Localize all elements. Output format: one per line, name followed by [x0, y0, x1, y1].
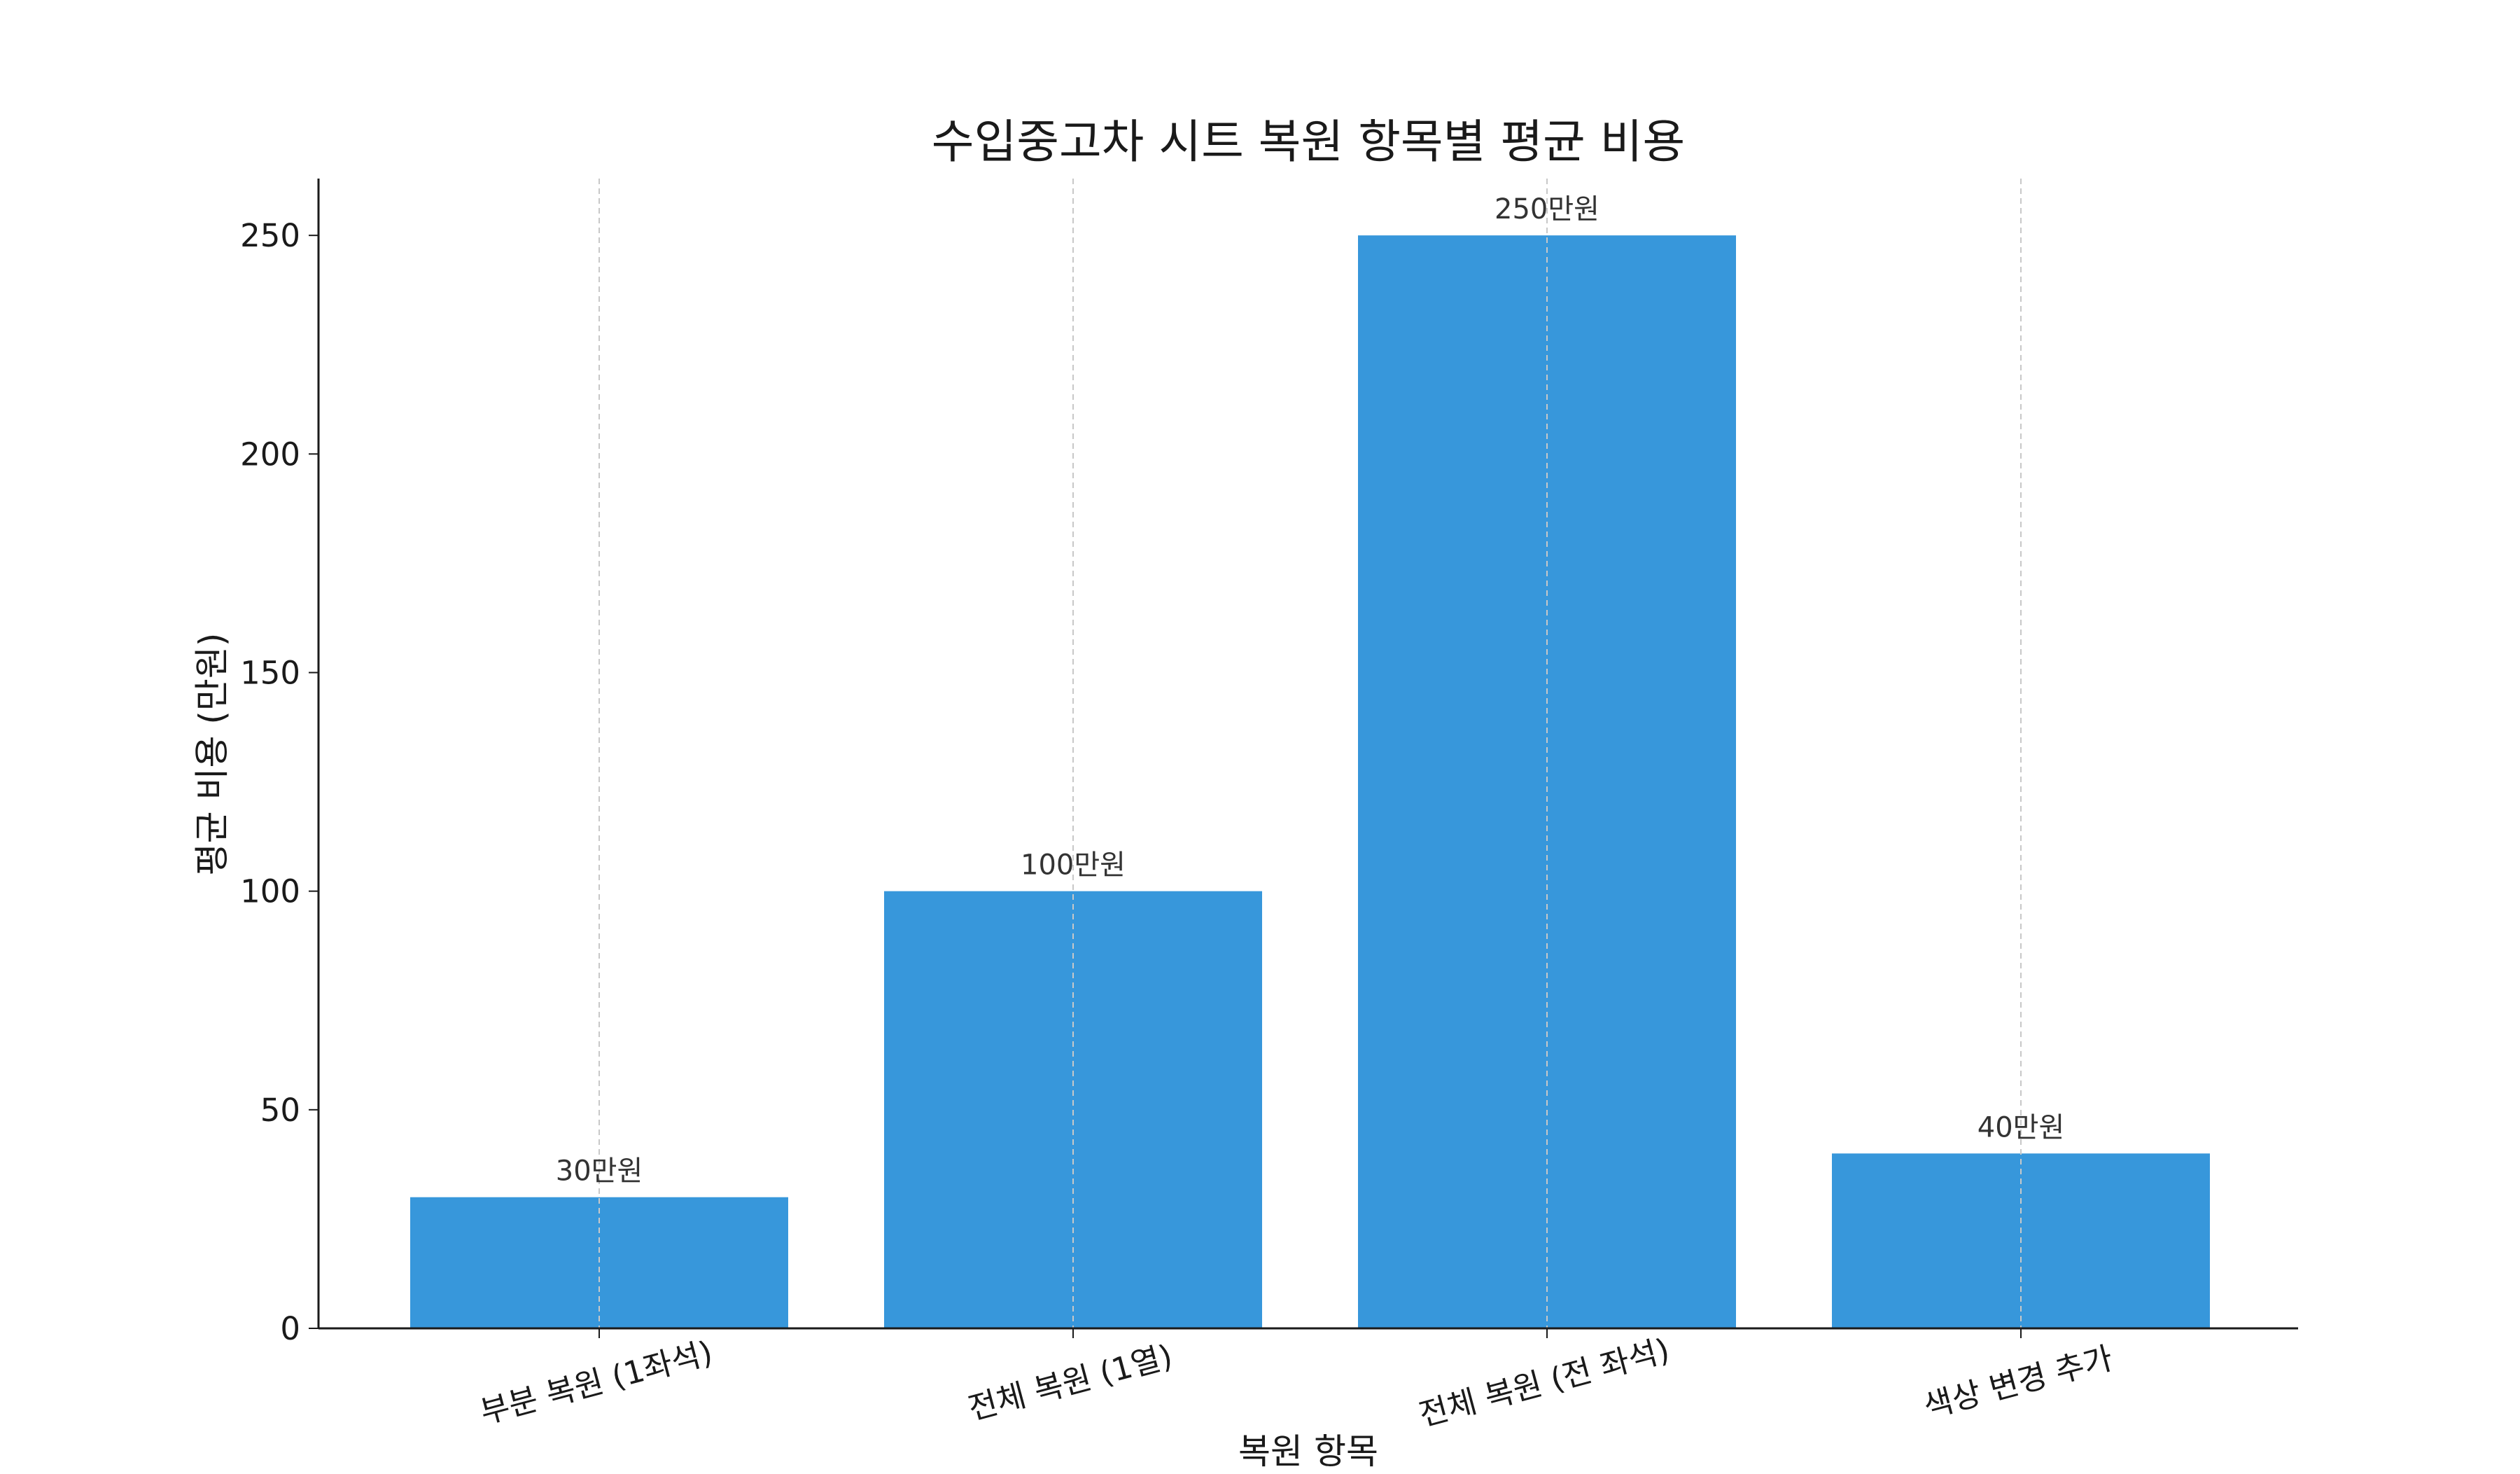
- x-tick-label: 전체 복원 (전 좌석): [1415, 1331, 1673, 1433]
- x-tick-label: 전체 복원 (1열): [965, 1337, 1177, 1428]
- grid-layer: [598, 179, 2022, 1328]
- y-axis-label: 평균 비용 (만원): [192, 633, 232, 876]
- chart-title: 수입중고차 시트 복원 항목별 평균 비용: [932, 115, 1685, 169]
- data-label: 100만원: [1021, 849, 1126, 882]
- x-tick-label: 색상 변경 추가: [1919, 1340, 2116, 1426]
- x-axis-label: 복원 항목: [1238, 1431, 1378, 1470]
- y-tick-label: 100: [240, 873, 300, 910]
- y-tick-label: 150: [240, 654, 300, 691]
- y-tick-label: 200: [240, 436, 300, 473]
- y-tick-label: 250: [240, 217, 300, 254]
- axes-layer: [309, 179, 2298, 1338]
- data-label: 30만원: [556, 1155, 643, 1188]
- y-tick-label: 50: [260, 1092, 300, 1129]
- data-label: 250만원: [1494, 193, 1600, 225]
- x-tick-label: 부분 복원 (1좌석): [477, 1333, 717, 1431]
- bars-layer: [410, 235, 2210, 1328]
- y-tick-label: 0: [280, 1310, 300, 1347]
- data-label: 40만원: [1977, 1111, 2065, 1143]
